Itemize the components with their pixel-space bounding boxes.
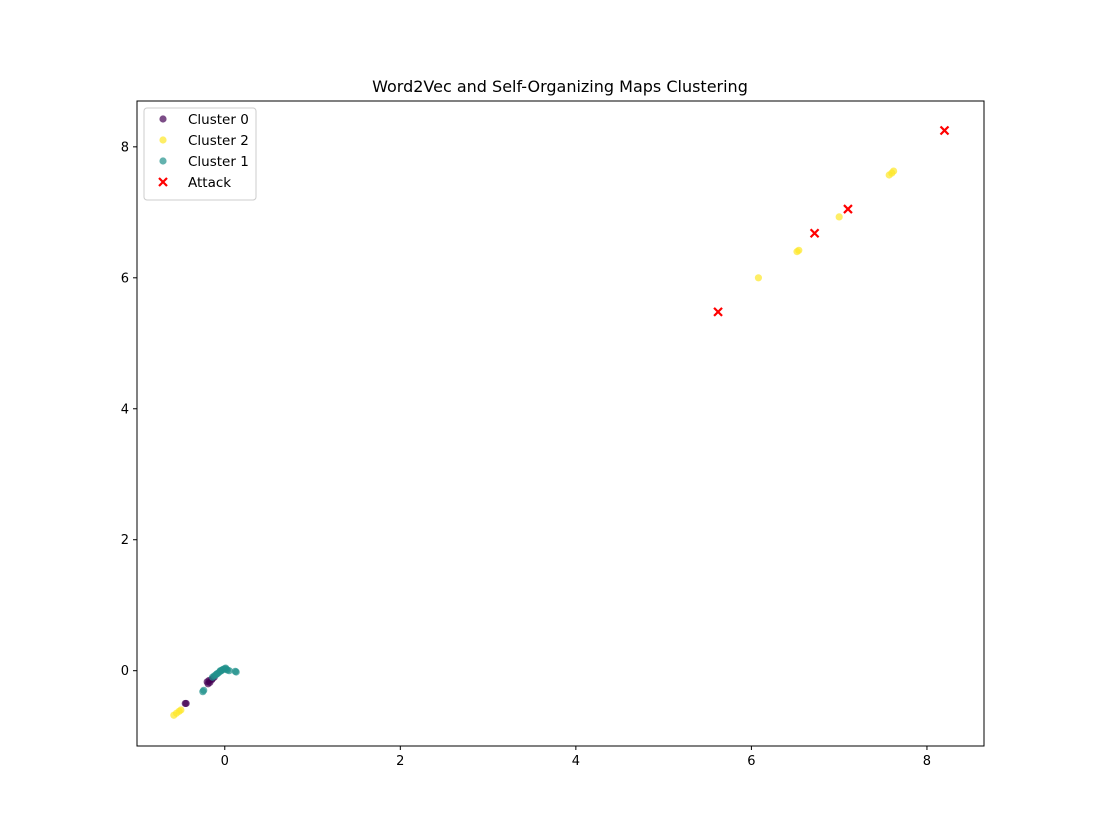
- legend-box: [143, 107, 257, 201]
- legend-label-attack: Attack: [188, 175, 231, 191]
- axes: 0 2 4 6 8 0 2 4 6 8: [121, 100, 985, 769]
- plot-area: [170, 125, 950, 719]
- x-tick-label: 2: [396, 754, 404, 769]
- point-cluster-2: [754, 274, 763, 282]
- legend-label-cluster-1: Cluster 1: [188, 154, 249, 170]
- point-cluster-2: [889, 167, 898, 175]
- legend-marker-attack: [158, 177, 168, 187]
- chart-title: Word2Vec and Self-Organizing Maps Cluste…: [372, 77, 748, 96]
- point-attack-stroke-b: [939, 125, 950, 136]
- point-attack: [713, 307, 723, 317]
- point-cluster-2: [177, 706, 185, 714]
- y-tick-label: 8: [121, 140, 129, 155]
- legend-label-cluster-0: Cluster 0: [188, 112, 249, 128]
- point-attack: [843, 204, 853, 214]
- x-tick-label: 6: [747, 754, 755, 769]
- point-attack-stroke-b: [843, 204, 853, 214]
- legend-marker-cluster-1: [159, 157, 167, 165]
- legend-marker-cluster-0: [159, 115, 167, 123]
- y-tick-label: 0: [121, 664, 129, 679]
- x-tick-label: 8: [923, 754, 931, 769]
- point-attack: [939, 125, 950, 136]
- point-cluster-1: [232, 668, 240, 676]
- point-attack: [809, 228, 820, 239]
- legend-marker-attack-stroke-b: [158, 177, 168, 187]
- y-tick-label: 6: [121, 271, 129, 286]
- point-attack-stroke-b: [713, 307, 723, 317]
- x-tick-label: 0: [221, 754, 229, 769]
- point-cluster-1: [225, 667, 233, 675]
- point-attack-stroke-b: [809, 228, 820, 239]
- point-cluster-2: [835, 213, 843, 221]
- point-cluster-0: [204, 680, 212, 688]
- legend-label-cluster-2: Cluster 2: [188, 133, 249, 149]
- legend-marker-cluster-2: [159, 136, 167, 144]
- point-cluster-1: [200, 686, 208, 694]
- point-cluster-1: [217, 667, 225, 675]
- point-cluster-2: [795, 246, 803, 254]
- point-cluster-0: [182, 699, 190, 708]
- legend: Cluster 0 Cluster 2 Cluster 1 Attack: [143, 107, 257, 201]
- axes-frame: [136, 100, 985, 747]
- y-tick-label: 4: [121, 402, 129, 417]
- y-tick-label: 2: [121, 533, 129, 548]
- x-tick-label: 4: [572, 754, 580, 769]
